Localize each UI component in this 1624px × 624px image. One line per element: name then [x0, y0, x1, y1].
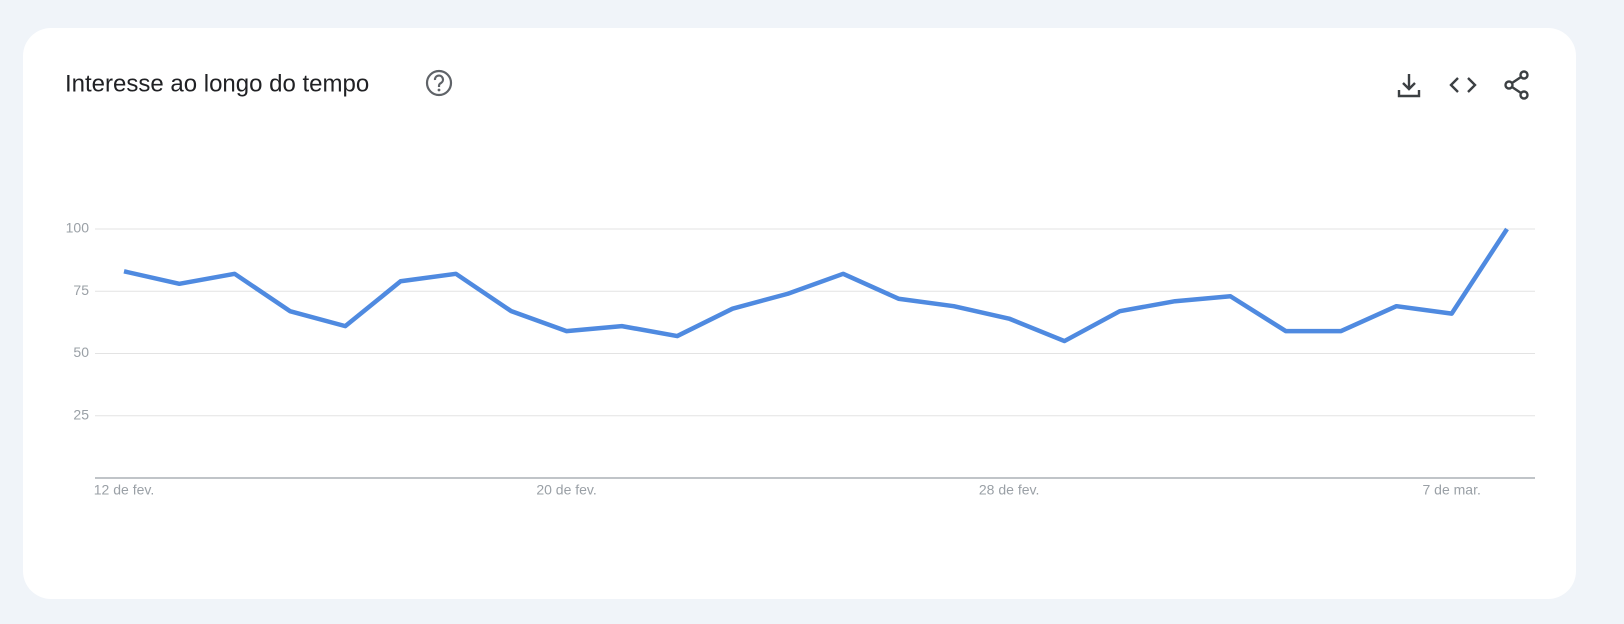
- x-tick-label: 12 de fev.: [94, 482, 154, 498]
- download-icon[interactable]: [1397, 74, 1421, 98]
- x-tick-label: 28 de fev.: [979, 482, 1039, 498]
- embed-icon[interactable]: [1449, 77, 1477, 93]
- y-tick-label: 50: [73, 344, 89, 360]
- share-icon[interactable]: [1504, 70, 1529, 100]
- y-tick-label: 100: [66, 220, 90, 236]
- x-tick-label: 20 de fev.: [536, 482, 596, 498]
- y-tick-label: 25: [73, 406, 89, 422]
- card: [23, 28, 1576, 599]
- x-tick-label: 7 de mar.: [1422, 482, 1480, 498]
- y-tick-label: 75: [73, 282, 89, 298]
- trend-line: [123, 227, 1509, 344]
- help-icon[interactable]: [425, 69, 453, 97]
- chart-title: Interesse ao longo do tempo: [65, 70, 369, 97]
